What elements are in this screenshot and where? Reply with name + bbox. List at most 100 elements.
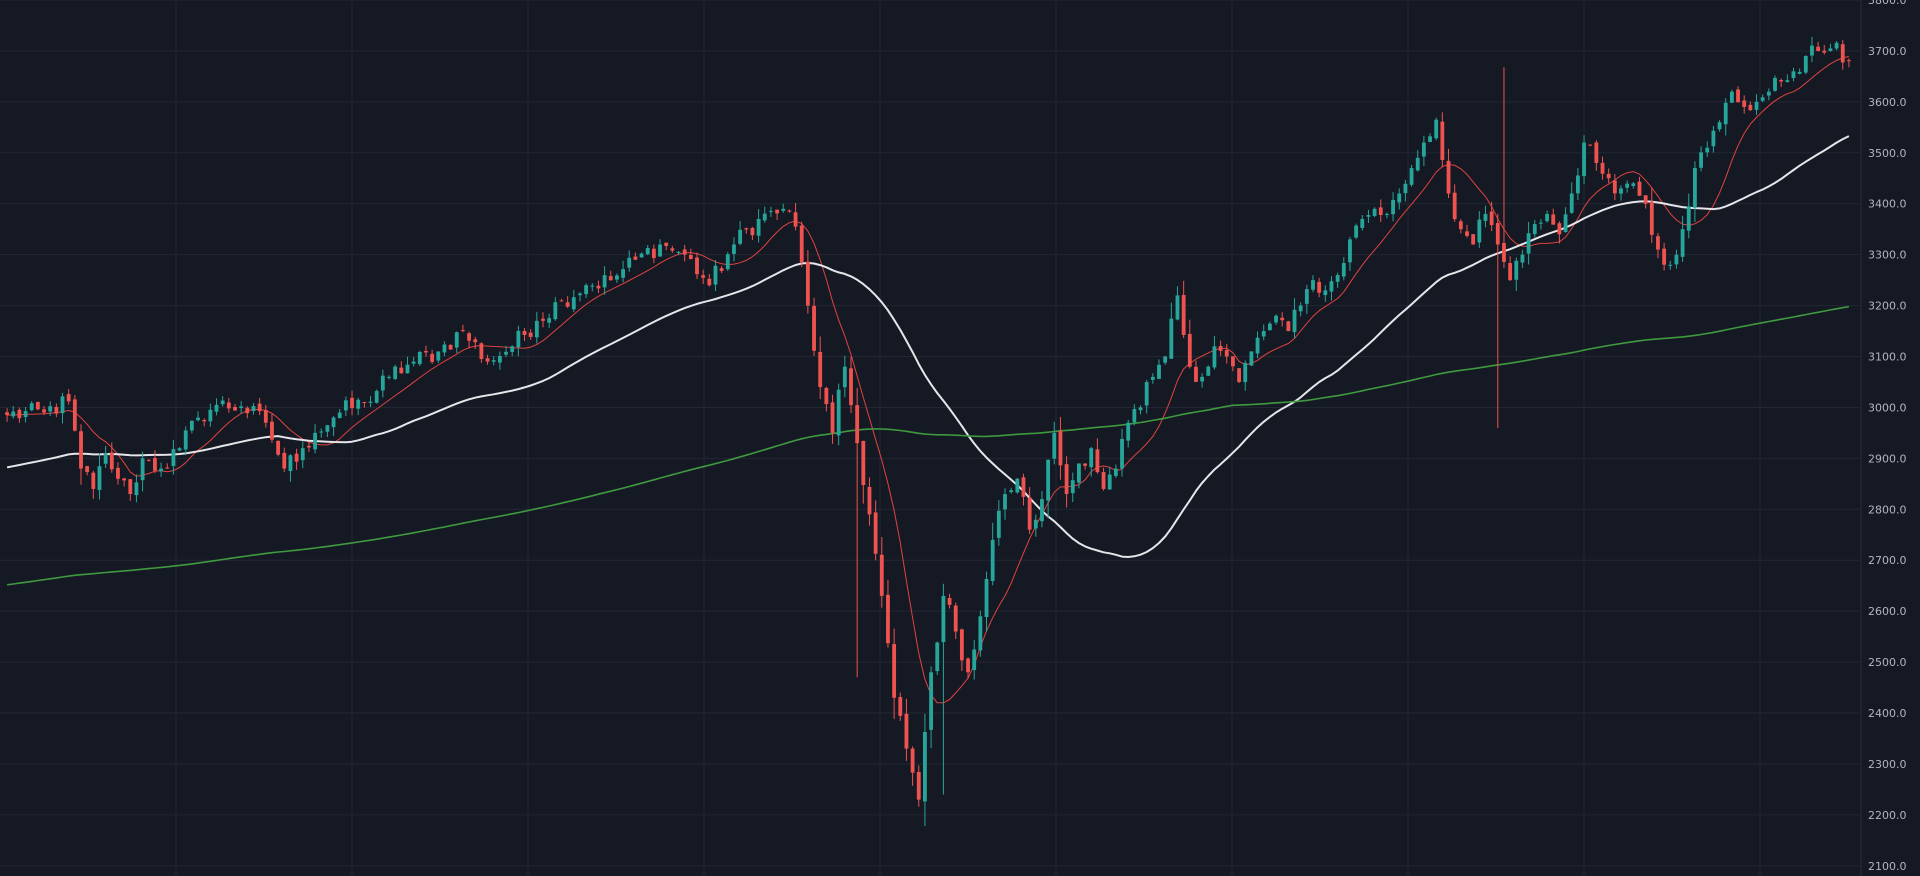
ma-200-line (6, 305, 1850, 586)
candle-body (1686, 206, 1691, 231)
candle-body (226, 402, 231, 409)
candle-body (1040, 499, 1044, 522)
candle-up (972, 640, 977, 680)
candle-body (1335, 275, 1340, 282)
candle-up (23, 406, 28, 423)
candle-body (60, 396, 65, 414)
candle-body (633, 256, 638, 260)
candle-body (1606, 173, 1611, 179)
candle-up (627, 250, 632, 272)
candle-body (1760, 97, 1765, 101)
candle-up (103, 446, 108, 469)
price-axis[interactable]: 2100.0 2200.0 2300.0 2400.0 2500.0 2600.0 2700… (1868, 0, 1907, 873)
candle-up (1107, 466, 1112, 490)
candle-down (1064, 456, 1069, 508)
candle-body (85, 466, 90, 473)
candle-body (990, 539, 995, 581)
candle-body (1662, 248, 1667, 265)
candle-body (1101, 472, 1106, 489)
candle-body (996, 510, 1001, 538)
candle-up (584, 283, 589, 298)
candle-body (830, 402, 835, 433)
candle-body (497, 355, 502, 363)
candle-up (442, 341, 447, 356)
candle-up (1582, 135, 1586, 185)
candle-down (72, 395, 77, 432)
candle-up (658, 239, 662, 257)
candle-up (1040, 490, 1044, 528)
candle-body (1705, 147, 1710, 153)
candle-up (1077, 463, 1081, 489)
candle-body (91, 472, 96, 489)
candle-body (54, 406, 59, 414)
candle-body (1600, 162, 1605, 174)
candle-up (1545, 210, 1549, 223)
candle-up (220, 396, 225, 407)
candle-body (42, 409, 46, 413)
candle-down (282, 447, 287, 473)
candle-up (1680, 215, 1685, 262)
candle-up (1335, 272, 1340, 288)
candle-body (189, 420, 194, 431)
candle-body (1847, 60, 1851, 62)
candle-body (1637, 181, 1642, 196)
candle-down (165, 463, 170, 469)
candle-up (1372, 207, 1377, 218)
candle-body (350, 397, 354, 409)
candle-down (522, 328, 527, 342)
candle-up (251, 402, 256, 415)
candle-body (1138, 407, 1143, 411)
candle-body (947, 597, 952, 605)
candle-up (996, 500, 1001, 546)
candle-body (1693, 168, 1697, 208)
candle-up (1477, 211, 1482, 248)
candle-up (368, 396, 373, 408)
candle-up (1298, 302, 1303, 317)
candle-body (762, 213, 767, 221)
y-tick-label: 3500.0 (1868, 147, 1907, 160)
candle-up (1255, 331, 1260, 359)
candle-down (849, 356, 853, 414)
candle-up (1249, 351, 1254, 367)
y-tick-label: 2800.0 (1868, 503, 1907, 516)
candle-body (873, 512, 878, 554)
candle-up (1723, 98, 1728, 136)
candle-up (189, 420, 194, 434)
candle-up (842, 355, 847, 398)
candle-down (1551, 208, 1556, 225)
candle-down (651, 244, 656, 264)
candle-body (134, 482, 139, 496)
candle-body (1397, 193, 1402, 203)
candle-body (1680, 229, 1685, 257)
candle-up (762, 206, 767, 223)
candle-body (368, 401, 373, 403)
candle-down (812, 297, 816, 357)
candle-body (972, 649, 977, 671)
candle-body (978, 616, 983, 651)
candle-down (541, 312, 545, 328)
candle-down (1280, 312, 1285, 327)
candle-down (1440, 112, 1445, 168)
candle-up (411, 357, 416, 367)
candle-body (842, 366, 847, 388)
candle-body (405, 364, 410, 374)
candle-body (1477, 219, 1482, 243)
candle-down (146, 459, 151, 462)
y-tick-label: 3300.0 (1868, 249, 1907, 262)
candle-down (461, 324, 465, 333)
candle-body (658, 244, 662, 257)
candle-down (1489, 201, 1494, 232)
candle-down (1378, 199, 1383, 223)
candle-body (713, 265, 718, 285)
candle-body (11, 411, 16, 417)
candle-up (374, 389, 379, 404)
y-tick-label: 2600.0 (1868, 605, 1907, 618)
candle-body (941, 595, 946, 643)
candle-down (399, 361, 404, 374)
candle-down (485, 354, 490, 365)
candle-body (331, 417, 336, 428)
candle-body (473, 339, 478, 343)
candle-body (1348, 239, 1352, 263)
